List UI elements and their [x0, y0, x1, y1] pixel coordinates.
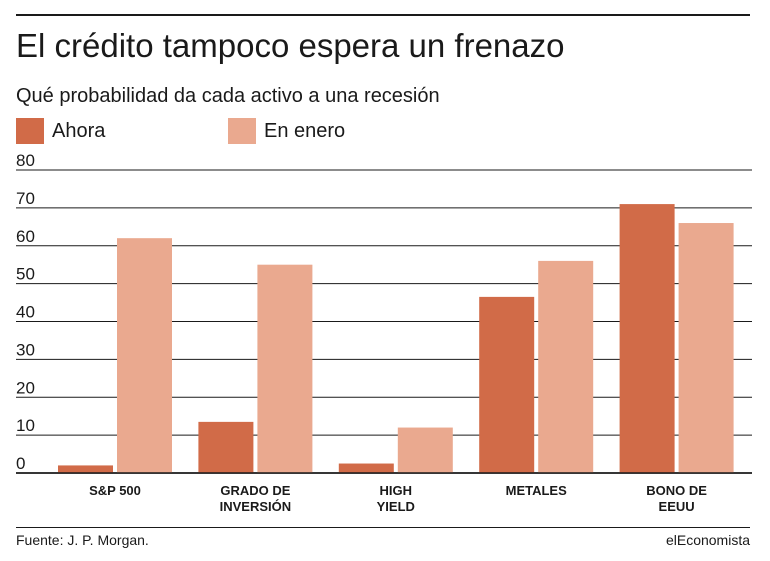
- brand-logo-text: elEconomista: [665, 532, 750, 548]
- bar-4-en-enero: [678, 223, 734, 473]
- legend-swatch-ahora: [16, 118, 44, 144]
- bar-0-en-enero: [117, 238, 172, 473]
- x-category-label-3-0: METALES: [506, 483, 567, 498]
- legend-label-ahora: Ahora: [52, 119, 106, 142]
- bottom-rule: [16, 527, 750, 528]
- bar-0-ahora: [58, 465, 113, 473]
- y-tick-label-40: 40: [16, 303, 35, 322]
- top-rule: [16, 14, 750, 16]
- x-category-label-4-1: EEUU: [659, 499, 695, 514]
- chart-subtitle: Qué probabilidad da cada activo a una re…: [16, 85, 440, 107]
- legend: Ahora En enero: [16, 118, 756, 144]
- bar-2-ahora: [338, 463, 394, 473]
- bar-1-en-enero: [257, 264, 313, 473]
- y-tick-label-50: 50: [16, 265, 35, 284]
- bar-3-en-enero: [538, 260, 594, 473]
- y-tick-label-70: 70: [16, 189, 35, 208]
- bar-chart: 0 10 20 30 40 50 60 70 80 S&P 500 GRADO DEINVERSIÓ…: [16, 151, 752, 514]
- x-category-label-2-0: HIGH: [380, 483, 413, 498]
- chart-title: El crédito tampoco espera un frenazo: [16, 27, 565, 64]
- legend-swatch-en-enero: [228, 118, 256, 144]
- x-category-label-0-0: S&P 500: [89, 483, 141, 498]
- y-tick-label-20: 20: [16, 378, 35, 397]
- y-tick-label-10: 10: [16, 416, 35, 435]
- legend-item-ahora: Ahora: [16, 118, 105, 144]
- x-category-label-1-0: GRADO DE: [220, 483, 290, 498]
- legend-item-en-enero: En enero: [228, 118, 345, 144]
- y-tick-label-0: 0: [16, 454, 25, 473]
- x-category-label-1-1: INVERSIÓN: [220, 499, 292, 514]
- y-tick-label-60: 60: [16, 227, 35, 246]
- bar-4-ahora: [619, 204, 675, 473]
- legend-label-en-enero: En enero: [264, 119, 346, 142]
- bar-1-ahora: [198, 421, 254, 473]
- x-category-label-2-1: YIELD: [377, 499, 415, 514]
- bar-2-en-enero: [397, 427, 453, 473]
- bar-3-ahora: [479, 296, 535, 473]
- x-category-label-4-0: BONO DE: [646, 483, 707, 498]
- y-tick-label-80: 80: [16, 151, 35, 170]
- y-tick-label-30: 30: [16, 340, 35, 359]
- source-note: Fuente: J. P. Morgan.: [16, 532, 149, 548]
